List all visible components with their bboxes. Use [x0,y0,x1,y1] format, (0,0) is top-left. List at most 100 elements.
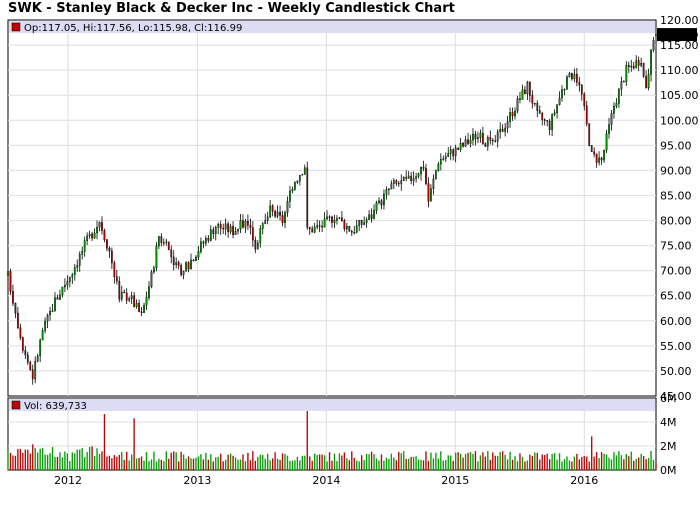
candle-body [449,149,452,154]
candle-body [172,256,175,266]
candle-body [442,158,445,160]
candle-body [650,49,652,75]
volume-bar [603,453,605,470]
volume-bar [529,454,531,470]
candle-body [432,178,435,189]
candle-body [336,218,338,221]
volume-bar [61,457,64,470]
candle-body [452,149,455,157]
candle-body [54,297,56,312]
candle-body [439,159,442,165]
volume-tick-label: 6M [660,392,677,405]
volume-bar [76,449,78,470]
candle-body [509,112,511,122]
candle-body [489,137,492,141]
candle-body [437,163,440,171]
candle-body [162,242,165,244]
candle-body [106,239,108,249]
volume-bar [365,453,368,470]
candle-body [160,236,163,243]
volume-bar [37,452,39,470]
volume-bar [34,447,36,470]
volume-bar [351,451,353,470]
candle-body [103,230,106,240]
volume-bar [328,452,331,470]
candle-body [551,114,553,131]
candle-body [229,226,232,233]
price-tick-label: 100.00 [660,114,699,127]
price-tick-label: 115.00 [660,39,699,52]
volume-bar [304,455,306,470]
volume-bar [51,447,54,470]
volume-bar [430,452,432,470]
volume-bar [88,446,91,470]
volume-bar [66,453,69,470]
x-tick-label: 2012 [54,474,82,487]
volume-bar [113,455,116,470]
volume-bar [356,460,358,470]
volume-bar [608,457,610,470]
volume-bar [375,458,378,470]
price-legend-band [9,21,655,33]
candle-body [548,121,551,131]
candle-body [459,143,462,150]
candle-body [224,223,227,230]
volume-bar [232,455,234,470]
x-tick-label: 2015 [441,474,469,487]
volume-bar [393,457,395,470]
volume-bar [464,454,467,470]
candle-body [506,121,509,129]
candle-body [120,291,123,300]
candle-body [556,104,558,114]
volume-bar [650,450,652,470]
candle-body [333,220,336,223]
candle-body [155,245,158,269]
candle-body [341,217,343,221]
candle-body [81,250,84,255]
volume-bar [435,452,437,470]
volume-bar [378,460,380,470]
candle-body [486,137,489,147]
candle-body [269,205,272,218]
volume-bar [477,461,479,470]
volume-bar [79,449,81,470]
volume-bar [388,458,390,470]
chart-title: SWK - Stanley Black & Decker Inc - Weekl… [8,1,455,16]
candle-body [477,137,479,140]
candle-body [204,237,207,244]
volume-bar [247,452,249,470]
volume-bar [628,456,630,470]
volume-bar [267,453,269,470]
volume-bar [173,451,175,470]
candle-body [575,73,578,83]
volume-bar [224,459,227,470]
candle-body [316,225,319,228]
candle-body [286,201,289,213]
volume-bar [242,454,244,470]
candle-body [627,65,630,68]
volume-bar [638,457,640,470]
volume-bar [361,455,363,470]
volume-bar [227,454,229,470]
volume-bar [185,458,187,470]
candle-body [323,218,326,228]
volume-bar [400,453,402,470]
volume-bar [153,451,155,470]
volume-bar [133,418,135,470]
candle-body [29,361,32,370]
volume-bar [103,414,106,470]
candle-body [595,154,598,163]
candle-body [543,119,546,121]
volume-bar [445,460,447,470]
volume-bar [403,451,405,470]
candle-body [31,369,34,380]
candle-body [422,166,425,169]
candle-body [585,105,588,124]
candle-body [321,225,323,228]
candle-body [49,310,51,316]
candle-body [370,214,373,219]
candle-body [533,102,536,105]
volume-bar [368,454,370,470]
volume-bar [71,452,73,470]
volume-bar [111,458,113,470]
